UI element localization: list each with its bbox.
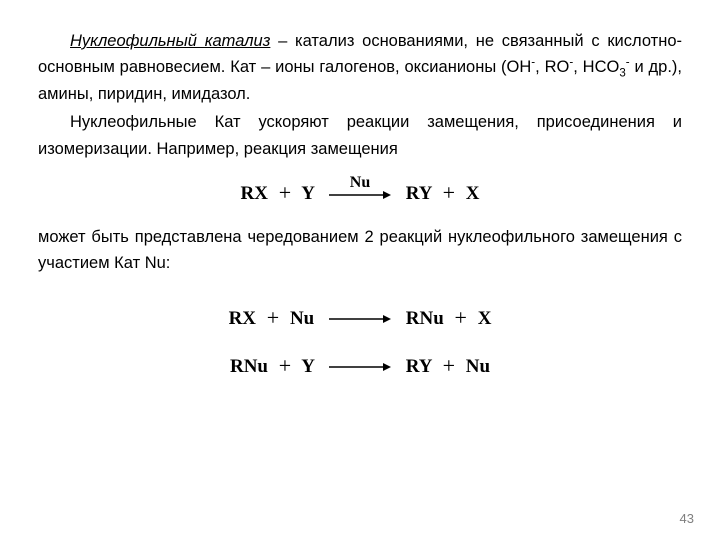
arrow-label-nu: Nu xyxy=(350,174,370,192)
page-number: 43 xyxy=(680,511,694,526)
title-term: Нуклеофильный катализ xyxy=(70,32,270,50)
eq3-lhs1: RNu xyxy=(230,356,268,377)
arrow-icon: Nu xyxy=(319,190,401,200)
plus-icon: + xyxy=(273,180,297,205)
paragraph-1: Нуклеофильный катализ – катализ основани… xyxy=(38,28,682,107)
p1-part-b: , RO xyxy=(535,58,569,76)
eq2-rhs1: RNu xyxy=(406,308,444,329)
eq3-lhs2: Y xyxy=(301,356,314,377)
plus-icon: + xyxy=(437,180,461,205)
arrow-icon xyxy=(319,314,401,324)
paragraph-3: может быть представлена чередованием 2 р… xyxy=(38,224,682,277)
arrow-icon xyxy=(319,362,401,372)
eq3-rhs1: RY xyxy=(406,356,432,377)
eq1-lhs2: Y xyxy=(301,183,314,204)
eq3-rhs2: Nu xyxy=(466,356,490,377)
plus-icon: + xyxy=(261,305,285,330)
eq1-rhs1: RY xyxy=(406,183,432,204)
plus-icon: + xyxy=(437,353,461,378)
equations-block-2: RX + Nu RNu + X RNu + Y RY xyxy=(38,305,682,379)
plus-icon: + xyxy=(449,305,473,330)
eq2-rhs2: X xyxy=(478,308,492,329)
sub-3: 3 xyxy=(619,68,625,80)
eq2-lhs1: RX xyxy=(229,308,256,329)
plus-icon: + xyxy=(273,353,297,378)
eq1-rhs2: X xyxy=(466,183,480,204)
eq1-lhs1: RX xyxy=(241,183,268,204)
paragraph-2: Нуклеофильные Кат ускоряют реакции замещ… xyxy=(38,109,682,162)
eq2-lhs2: Nu xyxy=(290,308,314,329)
equation-1: RX + Y Nu RY + X xyxy=(38,180,682,206)
p1-part-c: , HCO xyxy=(573,58,619,76)
